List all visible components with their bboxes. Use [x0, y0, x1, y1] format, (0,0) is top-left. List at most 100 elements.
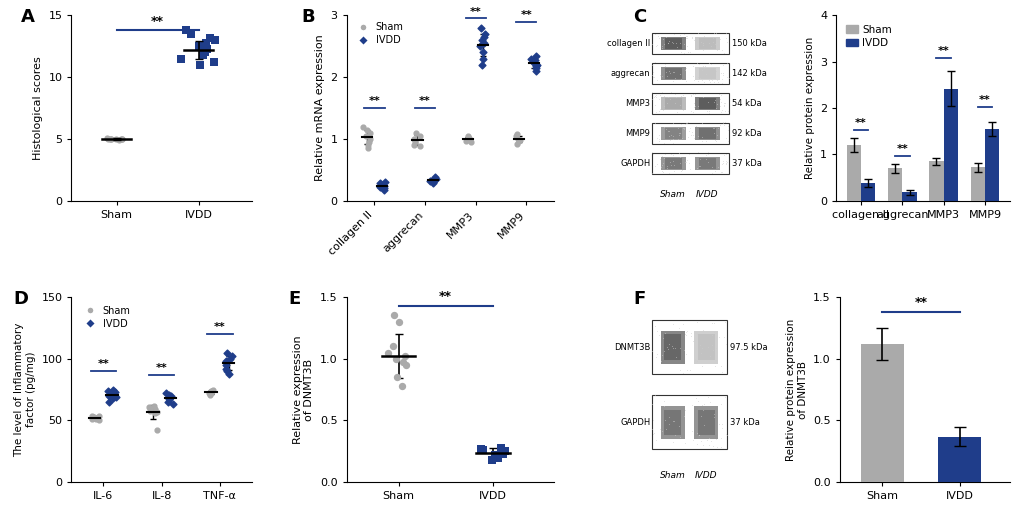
- Bar: [694, 157, 719, 170]
- Point: [371, 183, 387, 191]
- Text: 92 kDa: 92 kDa: [731, 129, 760, 138]
- Point: [149, 426, 165, 435]
- Point: [146, 402, 162, 410]
- Point: [106, 388, 122, 396]
- Point: [108, 135, 124, 143]
- Point: [389, 373, 406, 381]
- Point: [222, 354, 238, 363]
- Point: [217, 357, 233, 365]
- Point: [396, 352, 413, 360]
- Point: [197, 48, 213, 56]
- Text: DNMT3B: DNMT3B: [613, 343, 650, 352]
- Point: [360, 141, 376, 149]
- Point: [103, 135, 119, 143]
- Text: 150 kDa: 150 kDa: [731, 39, 766, 48]
- Point: [149, 408, 165, 416]
- Text: D: D: [13, 289, 29, 308]
- Text: MMP9: MMP9: [625, 129, 650, 138]
- Point: [511, 137, 527, 146]
- Bar: [651, 63, 729, 84]
- Point: [473, 24, 489, 32]
- Point: [104, 390, 120, 399]
- Text: **: **: [151, 15, 164, 28]
- Point: [219, 348, 235, 357]
- Point: [372, 179, 388, 187]
- Point: [198, 45, 214, 53]
- Text: Sham: Sham: [659, 471, 685, 480]
- Point: [163, 391, 179, 400]
- Text: **: **: [470, 7, 481, 16]
- Point: [475, 446, 491, 454]
- Bar: [943, 89, 957, 201]
- Point: [100, 387, 116, 395]
- Point: [390, 318, 407, 326]
- Point: [172, 54, 189, 63]
- Point: [407, 129, 423, 137]
- Text: 54 kDa: 54 kDa: [731, 99, 760, 108]
- Point: [85, 413, 101, 422]
- Point: [425, 178, 441, 186]
- Point: [475, 48, 491, 56]
- Bar: [651, 321, 727, 374]
- Point: [204, 387, 220, 396]
- Bar: [694, 37, 719, 50]
- Legend: Sham, IVDD: Sham, IVDD: [352, 20, 406, 47]
- Point: [422, 177, 438, 185]
- Bar: [660, 37, 685, 50]
- Point: [86, 412, 102, 421]
- Bar: [664, 98, 682, 109]
- Point: [508, 140, 525, 148]
- Point: [205, 58, 221, 66]
- Point: [487, 451, 503, 459]
- Point: [475, 39, 491, 47]
- Point: [375, 181, 391, 189]
- Bar: [693, 331, 717, 364]
- Bar: [694, 97, 719, 110]
- Text: GAPDH: GAPDH: [620, 418, 650, 427]
- Point: [406, 135, 422, 143]
- Point: [221, 369, 237, 378]
- Point: [219, 367, 235, 375]
- Point: [207, 36, 223, 44]
- Bar: [698, 128, 715, 139]
- Text: aggrecan: aggrecan: [610, 69, 650, 78]
- Point: [411, 132, 427, 140]
- Bar: [693, 406, 717, 439]
- Point: [489, 453, 505, 462]
- Text: **: **: [520, 10, 532, 19]
- Point: [203, 387, 219, 395]
- Text: 142 kDa: 142 kDa: [731, 69, 766, 78]
- Bar: [937, 437, 980, 482]
- Point: [527, 67, 543, 75]
- Bar: [664, 38, 682, 49]
- Point: [182, 30, 199, 38]
- Text: **: **: [214, 322, 225, 332]
- Point: [425, 176, 441, 184]
- Point: [385, 311, 401, 320]
- Bar: [860, 183, 874, 201]
- Point: [473, 445, 489, 453]
- Point: [108, 393, 124, 401]
- Text: E: E: [288, 289, 301, 308]
- Text: B: B: [301, 8, 314, 26]
- Point: [358, 132, 374, 140]
- Bar: [663, 334, 681, 361]
- Point: [160, 398, 176, 406]
- Text: **: **: [978, 95, 989, 105]
- Point: [113, 135, 129, 143]
- Point: [426, 173, 442, 181]
- Point: [355, 123, 371, 131]
- Bar: [902, 192, 916, 201]
- Point: [147, 405, 163, 413]
- Point: [142, 406, 158, 415]
- Point: [376, 178, 392, 186]
- Y-axis label: The level of Inflammatory
factor (pg/mg): The level of Inflammatory factor (pg/mg): [14, 322, 36, 457]
- Point: [476, 33, 492, 41]
- Point: [111, 135, 127, 144]
- Text: **: **: [156, 363, 167, 373]
- Y-axis label: Relative mRNA expression: Relative mRNA expression: [315, 35, 325, 182]
- Text: **: **: [439, 290, 451, 303]
- Point: [91, 412, 107, 420]
- Point: [510, 135, 526, 143]
- Point: [528, 61, 544, 69]
